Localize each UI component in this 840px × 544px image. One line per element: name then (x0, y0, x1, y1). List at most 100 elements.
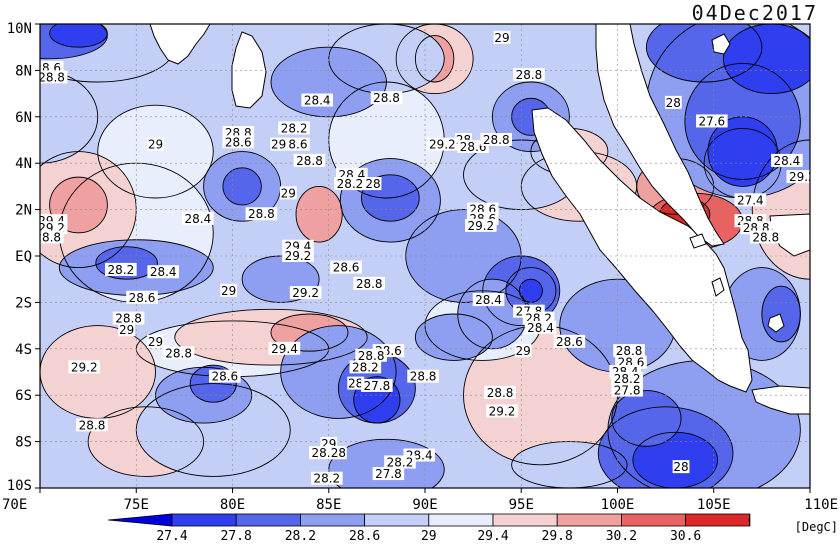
isotherm (174, 308, 368, 366)
contour-label-text: 27.4 (737, 193, 764, 207)
contour-label: 28 (329, 446, 347, 460)
isotherm (40, 69, 99, 164)
contour-label: 27.8 (372, 467, 405, 481)
contour-label-text: 28.4 (527, 321, 554, 335)
contour-label-text: 29.2 (285, 249, 312, 263)
lon-tick-label: 85E (316, 497, 341, 513)
contour-label-text: 28.4 (304, 94, 331, 108)
contour-label: 28 (664, 95, 682, 110)
contour-label-text: 28.8 (487, 386, 514, 400)
contour-label-bg (361, 378, 393, 392)
contour-label: 28.4 (301, 93, 333, 108)
contour-label-bg (749, 230, 782, 244)
colorbar-tick-label: 29.4 (477, 529, 508, 544)
colorbar-segment (685, 513, 751, 527)
contour-label-text: 28.8 (356, 277, 383, 291)
colorbar-segment (428, 513, 494, 527)
colorbar-segment (556, 513, 622, 527)
contour-label: 28.6 (457, 139, 489, 154)
contour-label-text: 27.8 (614, 384, 641, 398)
lat-tick-label: 4S (15, 342, 32, 358)
lon-tick-label: 100E (601, 497, 635, 513)
latitude-axis: 10N 8N 6N 4N 2N EQ 2S 4S 6S 8S 10S (7, 21, 40, 494)
contour-label-bg (384, 455, 416, 469)
contour-label-bg (76, 418, 108, 432)
colorbar-tick-label: 27.4 (156, 529, 187, 544)
isotherm (414, 35, 455, 83)
contour-label: 28 (364, 177, 382, 191)
contour-label-bg (771, 153, 803, 167)
contour-label-text: 28.6 (281, 138, 308, 152)
contour-label: 29.2 (465, 218, 497, 233)
contour-label-bg (372, 467, 405, 481)
lat-tick-label: 6S (15, 388, 32, 404)
unit-label: [DegC] (795, 520, 838, 534)
sumatra-landmass (531, 107, 753, 393)
contour-label-text: 28.8 (373, 91, 400, 105)
contour-label-text: 28.8 (115, 312, 142, 326)
contour-label-text: 28.8 (296, 154, 323, 168)
contour-label-bg (613, 344, 645, 358)
contour-label-bg (289, 286, 322, 300)
colorbar: 27.4 27.8 28.2 28.6 29 29.4 29.8 30.2 30.6 (107, 513, 751, 544)
colorbar-tick-label: 29 (421, 529, 437, 544)
colorbar-segment (492, 513, 558, 527)
isotherm (270, 46, 387, 118)
contour-label: 28.2 (105, 262, 137, 277)
contour-label: 28.2 (349, 360, 382, 374)
colorbar-segment (171, 513, 237, 527)
landmasses (149, 24, 810, 415)
contour-label-text: 28 (365, 177, 380, 191)
lon-tick-label: 70E (2, 497, 27, 513)
colorbar-tick-label: 30.6 (670, 529, 701, 544)
contour-label: 29.2 (289, 286, 322, 300)
contour-label-bg (696, 114, 728, 128)
contour-label-text: 28.8 (165, 346, 192, 360)
contour-label-bg (472, 293, 505, 307)
temperature-patch (40, 70, 98, 164)
contour-label-bg (484, 385, 516, 399)
colorbar-tick-label: 28.2 (285, 529, 316, 544)
temperature-patch (519, 279, 543, 303)
contour-label-bg (672, 460, 690, 474)
contour-label-text: 27.8 (375, 467, 402, 481)
contour-label: 28.8 (513, 68, 545, 82)
contour-label-text: 28 (666, 96, 681, 110)
isotherm (597, 406, 734, 488)
contour-label-bg (147, 265, 179, 279)
contour-label-bg (370, 91, 403, 105)
colorbar-tick-label: 28.6 (349, 529, 380, 544)
contour-label-text: 28 (673, 460, 688, 474)
contour-label: 29.4 (268, 341, 301, 356)
contour-label-text: 29 (271, 138, 286, 152)
contour-label-text: 28.8 (410, 370, 437, 384)
lat-tick-label: 10N (7, 21, 32, 37)
isotherm (684, 62, 801, 180)
contour-label: 28.2 (278, 121, 310, 135)
contour-label-bg (355, 348, 387, 362)
isotherm (95, 246, 158, 280)
isotherm (49, 24, 108, 48)
contour-label: 29.2 (68, 360, 101, 374)
contour-label-bg (105, 262, 137, 276)
isotherm (97, 104, 214, 199)
lat-tick-label: 2N (15, 203, 32, 219)
contour-label-text: 29 (221, 284, 236, 298)
temperature-patch (49, 24, 108, 48)
contour-label: 28.8 (484, 385, 516, 400)
contour-label-text: 29.2 (71, 360, 98, 374)
contour-label: 28.8 (293, 153, 326, 168)
contour-label-text: 28.2 (337, 177, 364, 191)
contour-label-bg (513, 68, 545, 82)
contour-label: 28.4 (147, 265, 179, 279)
contour-label-text: 27.8 (364, 379, 391, 393)
lat-tick-label: 4N (15, 156, 32, 172)
small-island (689, 233, 707, 249)
contour-label-bg (182, 211, 214, 225)
contour-label: 27.6 (696, 114, 728, 128)
contour-label: 29 (279, 186, 297, 200)
contour-label: 28.2 (611, 371, 643, 386)
contour-label: 29.2 (426, 137, 459, 152)
